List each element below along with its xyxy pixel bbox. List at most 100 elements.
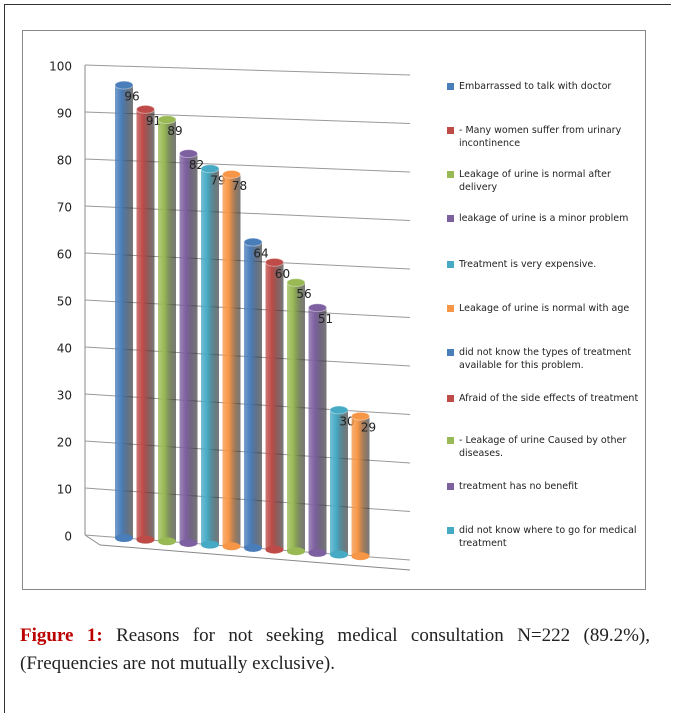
bar-base: [201, 540, 219, 549]
bar-top: [308, 303, 327, 313]
bar-base: [351, 552, 370, 561]
legend-entry: did not know the types of treatment avai…: [447, 346, 649, 372]
bar-base: [115, 534, 133, 542]
bar-top: [351, 411, 370, 421]
data-label: 78: [232, 179, 247, 193]
bar-base: [308, 548, 327, 557]
bar-top: [157, 115, 177, 125]
bar-base: [265, 545, 284, 554]
legend-entry: Treatment is very expensive.: [447, 258, 649, 271]
bar-top: [200, 164, 220, 174]
y-tick-label: 20: [57, 436, 72, 450]
legend-label: Leakage of urine is normal with age: [459, 303, 630, 314]
bar: [158, 119, 176, 542]
legend-entry: treatment has no benefit: [447, 480, 649, 493]
legend-swatch: [447, 349, 454, 356]
bar-top: [136, 104, 155, 114]
legend-label: - Leakage of urine Caused by other disea…: [459, 435, 627, 459]
legend-label: Leakage of urine is normal after deliver…: [459, 169, 611, 193]
bar-top: [243, 237, 263, 247]
bar-top: [222, 169, 241, 179]
bar: [244, 242, 262, 548]
caption: Figure 1: Reasons for not seeking medica…: [20, 622, 650, 678]
bar-base: [222, 542, 241, 551]
legend-swatch: [447, 395, 454, 402]
legend-swatch: [447, 437, 454, 444]
caption-text: Reasons for not seeking medical consulta…: [20, 625, 650, 674]
legend-entry: Leakage of urine is normal with age: [447, 302, 649, 315]
data-label: 30: [339, 415, 354, 429]
legend-swatch: [447, 527, 454, 534]
y-tick-label: 90: [57, 107, 72, 121]
grid-line: [84, 205, 411, 221]
legend-swatch: [447, 305, 454, 312]
y-tick-label: 30: [57, 389, 72, 403]
data-label: 64: [253, 247, 268, 261]
bar-top: [286, 278, 306, 288]
y-tick-label: 40: [57, 342, 72, 356]
data-label: 89: [167, 124, 182, 138]
legend-swatch: [447, 171, 454, 178]
legend-entry: - Leakage of urine Caused by other disea…: [447, 434, 649, 460]
legend-entry: Embarrassed to talk with doctor: [447, 80, 649, 93]
bar-top: [114, 80, 134, 90]
bar-top: [265, 257, 284, 267]
legend-label: - Many women suffer from urinary inconti…: [459, 125, 622, 149]
y-tick-label: 50: [57, 295, 72, 309]
data-label: 91: [146, 114, 161, 128]
depth-edge: [84, 534, 101, 546]
bar-base: [330, 550, 348, 559]
y-tick-label: 0: [64, 530, 72, 544]
bar-base: [158, 537, 176, 546]
legend-label: Afraid of the side effects of treatment: [459, 393, 639, 404]
legend-label: did not know where to go for medical tre…: [459, 525, 637, 549]
bar: [179, 153, 198, 543]
bar: [351, 416, 370, 557]
y-tick-label: 100: [49, 60, 72, 74]
legend-label: leakage of urine is a minor problem: [459, 213, 629, 224]
legend-entry: leakage of urine is a minor problem: [447, 212, 649, 225]
bar-top: [329, 405, 349, 415]
legend-swatch: [447, 261, 454, 268]
chart-box: [22, 30, 646, 590]
data-label: 29: [361, 421, 376, 435]
legend-label: Treatment is very expensive.: [459, 259, 597, 270]
grid-line: [84, 158, 411, 173]
data-label: 79: [210, 173, 225, 187]
legend-swatch: [447, 483, 454, 490]
y-tick-label: 80: [57, 154, 72, 168]
y-tick-label: 60: [57, 248, 72, 262]
y-tick-label: 70: [57, 201, 72, 215]
legend-swatch: [447, 83, 454, 90]
legend-entry: did not know where to go for medical tre…: [447, 524, 649, 550]
bar: [222, 174, 241, 547]
data-label: 96: [124, 90, 139, 104]
legend-label: did not know the types of treatment avai…: [459, 347, 632, 371]
grid-line: [84, 64, 411, 76]
bar: [330, 410, 348, 555]
data-label: 82: [189, 158, 204, 172]
bar-base: [244, 543, 262, 552]
data-label: 60: [275, 267, 290, 281]
legend-swatch: [447, 127, 454, 134]
bar: [287, 282, 305, 552]
legend-label: Embarrassed to talk with doctor: [459, 81, 612, 92]
legend-entry: - Many women suffer from urinary inconti…: [447, 124, 649, 150]
legend-entry: Afraid of the side effects of treatment: [447, 392, 649, 405]
floor-edge: [99, 544, 411, 571]
data-label: 51: [318, 312, 333, 326]
bar-base: [179, 538, 198, 547]
y-tick-label: 10: [57, 483, 72, 497]
chart: 0 10 20 30 40 50 60 70 80 90 100 96 91 89 82 79 78 64 60 56…: [49, 60, 411, 571]
bar: [308, 307, 327, 553]
bar: [115, 85, 133, 539]
bar: [201, 168, 219, 545]
legend-label: treatment has no benefit: [459, 481, 578, 492]
figure-frame: [4, 4, 671, 713]
grid-line: [84, 111, 411, 124]
bar-top: [179, 149, 198, 159]
caption-label: Figure 1:: [20, 625, 103, 646]
bar-base: [136, 535, 155, 544]
legend-swatch: [447, 215, 454, 222]
